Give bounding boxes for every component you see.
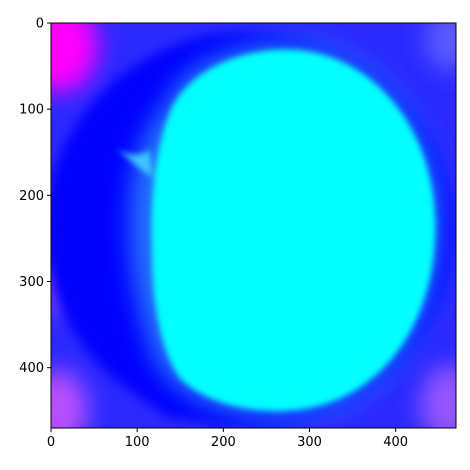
y-tick-label: 200: [19, 189, 44, 204]
x-tick-label: 0: [47, 435, 55, 450]
disk-left-tail: [115, 148, 152, 178]
x-tick-label: 100: [125, 435, 150, 450]
cyan-disk: [151, 49, 436, 411]
corner-accent-bottom-left: [51, 370, 88, 428]
x-tick-label: 400: [383, 435, 408, 450]
y-tick-label: 0: [36, 17, 44, 32]
x-tick-label: 200: [211, 435, 236, 450]
y-axis-ticks: 0 100 200 300 400: [19, 17, 51, 376]
corner-accent-top-left: [51, 23, 98, 93]
x-tick-label: 300: [297, 435, 322, 450]
y-tick-label: 100: [19, 103, 44, 118]
blue-crescent: [64, 60, 211, 420]
corner-accent-bottom-right: [420, 365, 456, 428]
y-tick-label: 400: [19, 361, 44, 376]
axes-frame: [50, 22, 457, 429]
plot-image: [51, 23, 456, 428]
y-tick-label: 300: [19, 275, 44, 290]
corner-accent-top-right: [426, 23, 456, 70]
x-axis-ticks: 0 100 200 300 400: [47, 428, 408, 450]
